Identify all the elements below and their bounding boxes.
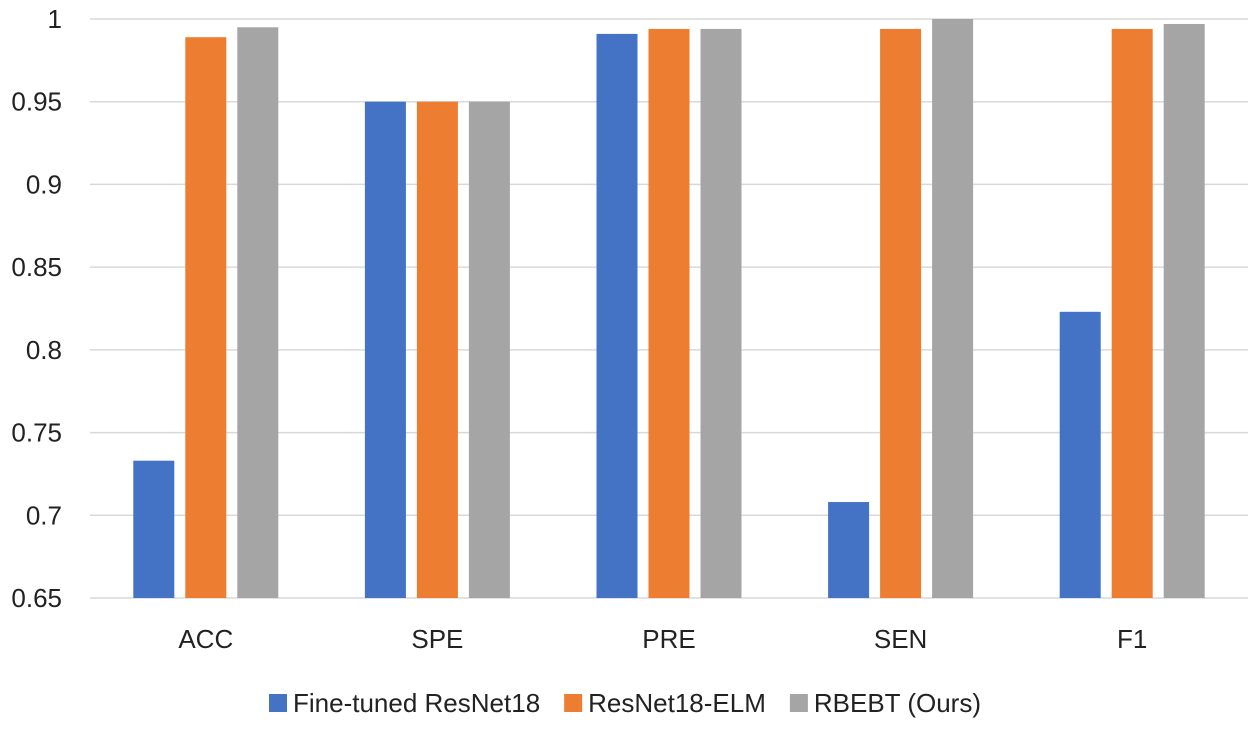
x-axis-ticks: ACC SPE PRE SEN F1	[178, 624, 1147, 654]
bars	[133, 19, 1205, 599]
bar-spe-series-1	[416, 101, 458, 598]
legend-swatch	[564, 694, 583, 712]
y-tick-label: 0.9	[26, 169, 62, 199]
x-tick-label: SPE	[411, 624, 463, 654]
bar-spe-series-2	[468, 101, 510, 598]
legend-label: Fine-tuned ResNet18	[293, 688, 540, 718]
y-tick-label: 0.95	[11, 87, 62, 117]
bar-pre-series-0	[596, 33, 638, 599]
bar-acc-series-2	[237, 27, 279, 599]
bar-f1-series-2	[1163, 23, 1205, 599]
bar-sen-series-2	[932, 19, 974, 598]
y-tick-label: 0.85	[11, 252, 62, 282]
bar-sen-series-0	[828, 502, 870, 598]
bar-f1-series-1	[1111, 28, 1153, 598]
legend-label: ResNet18-ELM	[588, 688, 766, 718]
legend-swatch	[269, 694, 288, 712]
legend: Fine-tuned ResNet18 ResNet18-ELM RBEBT (Ou…	[269, 688, 981, 718]
y-tick-label: 0.8	[26, 335, 62, 365]
bar-f1-series-0	[1059, 311, 1101, 598]
bar-pre-series-2	[700, 28, 742, 598]
bar-acc-series-0	[133, 460, 175, 598]
legend-label: RBEBT (Ours)	[814, 688, 981, 718]
legend-item: Fine-tuned ResNet18	[269, 688, 540, 718]
bar-sen-series-1	[880, 28, 922, 598]
y-tick-label: 0.65	[11, 583, 62, 613]
legend-item: RBEBT (Ours)	[789, 688, 981, 718]
y-tick-label: 0.75	[11, 418, 62, 448]
y-tick-label: 1	[48, 4, 62, 34]
bar-spe-series-0	[364, 101, 406, 598]
bar-acc-series-1	[185, 37, 227, 598]
bar-pre-series-1	[648, 28, 690, 598]
x-tick-label: SEN	[874, 624, 927, 654]
legend-swatch	[789, 694, 808, 712]
x-tick-label: F1	[1117, 624, 1147, 654]
y-axis-ticks: 0.65 0.7 0.75 0.8 0.85 0.9 0.95 1	[11, 4, 62, 613]
x-tick-label: ACC	[178, 624, 233, 654]
legend-item: ResNet18-ELM	[564, 688, 766, 718]
x-tick-label: PRE	[642, 624, 695, 654]
y-tick-label: 0.7	[26, 500, 62, 530]
